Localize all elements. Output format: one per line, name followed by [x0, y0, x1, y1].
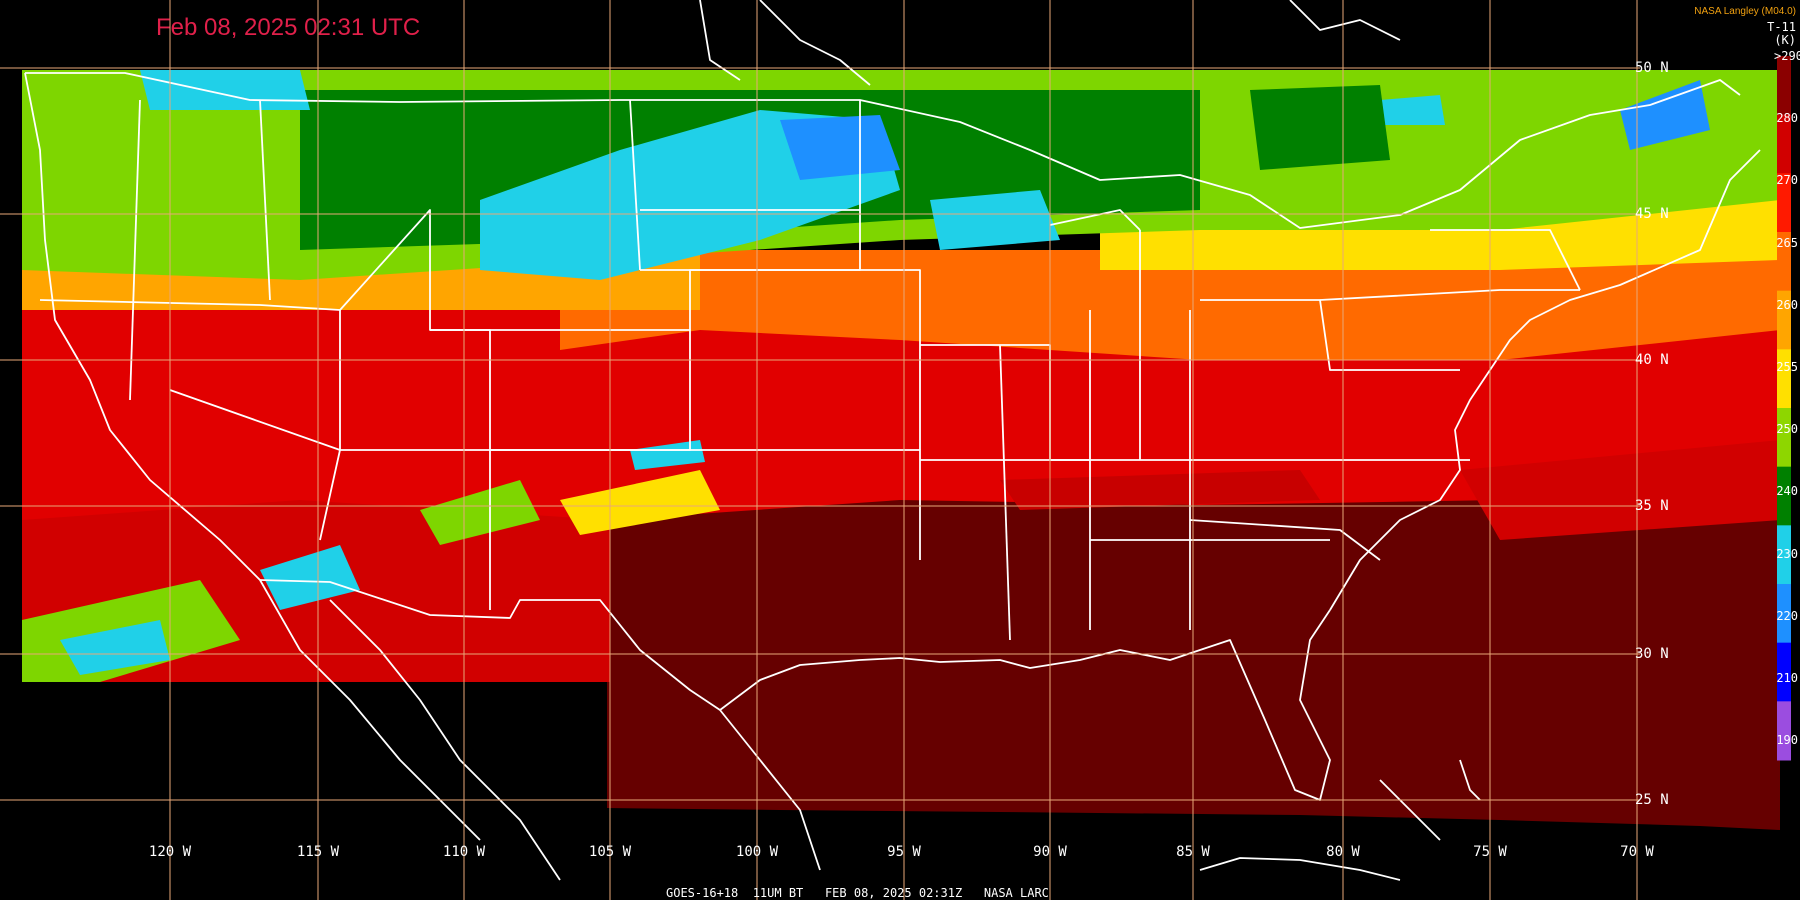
longitude-label: 75 W	[1473, 844, 1507, 860]
colorbar-swatch	[1777, 642, 1791, 702]
longitude-label: 95 W	[887, 844, 921, 860]
colorbar-swatch	[1777, 290, 1791, 350]
colorbar-swatch	[1777, 232, 1791, 292]
colorbar-label: 250	[1776, 422, 1798, 437]
political-borders	[24, 0, 1761, 881]
colorbar-label: 220	[1776, 608, 1798, 623]
credit-label: NASA Langley (M04.0)	[1694, 6, 1796, 17]
latitude-label: 25 N	[1635, 792, 1669, 808]
latitude-label: 50 N	[1635, 60, 1669, 76]
colorbar-swatch	[1777, 584, 1791, 644]
lat-lon-grid	[0, 0, 1640, 900]
colorbar-label: 210	[1776, 671, 1798, 686]
latitude-label: 45 N	[1635, 206, 1669, 222]
longitude-label: 70 W	[1620, 844, 1654, 860]
colorbar-label: 280	[1776, 111, 1798, 126]
colorbar-label: 260	[1776, 297, 1798, 312]
colorbar-swatch	[1777, 525, 1791, 585]
footer-caption: GOES-16+18 11UM BT FEB 08, 2025 02:31Z N…	[666, 886, 1049, 900]
longitude-label: 105 W	[588, 844, 632, 860]
longitude-label: 115 W	[296, 844, 340, 860]
temperature-imagery	[22, 70, 1780, 830]
product-label: T-11	[1767, 20, 1796, 34]
timestamp-title: Feb 08, 2025 02:31 UTC	[156, 14, 421, 41]
latitude-label: 35 N	[1635, 498, 1669, 514]
longitude-label: 110 W	[442, 844, 486, 860]
colorbar-label: 265	[1776, 235, 1798, 250]
colorbar-swatch	[1777, 701, 1791, 761]
colorbar-swatch	[1777, 173, 1791, 233]
colorbar-label: 230	[1776, 546, 1798, 561]
longitude-label: 100 W	[735, 844, 779, 860]
latitude-label: 40 N	[1635, 352, 1669, 368]
colorbar-swatch	[1777, 114, 1791, 174]
longitude-label: 85 W	[1176, 844, 1210, 860]
colorbar-label: 270	[1776, 173, 1798, 188]
units-label: (K)	[1774, 33, 1796, 47]
longitude-label: 120 W	[148, 844, 192, 860]
temperature-colorbar	[1777, 56, 1791, 761]
longitude-label: 80 W	[1326, 844, 1360, 860]
colorbar-label: >290	[1774, 49, 1800, 63]
colorbar-swatch	[1777, 56, 1791, 116]
longitude-label: 90 W	[1033, 844, 1067, 860]
colorbar-swatch	[1777, 349, 1791, 409]
colorbar-label: 255	[1776, 360, 1798, 375]
colorbar-label: 190	[1776, 733, 1798, 748]
colorbar-swatch	[1777, 408, 1791, 468]
colorbar-label: 240	[1776, 484, 1798, 499]
colorbar-swatch	[1777, 466, 1791, 526]
latitude-label: 30 N	[1635, 646, 1669, 662]
